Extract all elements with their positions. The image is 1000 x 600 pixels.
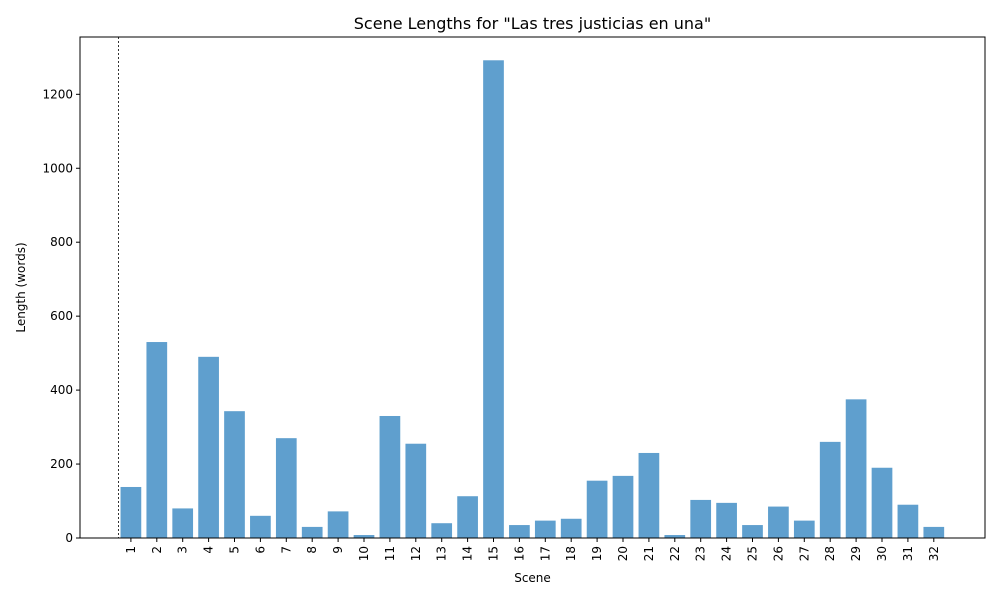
bar-scene-25	[742, 525, 763, 538]
bar-scene-6	[250, 515, 271, 538]
bar-scene-14	[457, 496, 478, 538]
bar-scene-23	[690, 499, 712, 538]
x-tick-label: 27	[797, 546, 811, 561]
bar-scene-8	[301, 526, 323, 538]
x-tick-label: 17	[538, 546, 552, 561]
x-tick-label: 32	[927, 546, 941, 561]
x-tick-label: 13	[435, 546, 449, 561]
x-tick-label: 3	[176, 546, 190, 554]
x-tick-label: 1	[124, 546, 138, 554]
bar-scene-32	[923, 526, 945, 538]
x-tick-label: 11	[383, 546, 397, 561]
x-tick-label: 2	[150, 546, 164, 554]
bar-scene-18	[560, 518, 582, 538]
bar-scene-20	[612, 475, 634, 538]
x-tick-label: 21	[642, 546, 656, 561]
bar-scene-4	[198, 356, 219, 538]
bar-scene-17	[534, 520, 556, 538]
x-tick-label: 25	[746, 546, 760, 561]
x-tick-label: 29	[849, 546, 863, 561]
y-tick-label: 600	[50, 309, 73, 323]
y-axis: 0 200 400 600 800 1000 1200	[42, 87, 80, 545]
bar-scene-1	[120, 486, 142, 538]
x-tick-label: 20	[616, 546, 630, 561]
x-tick-label: 16	[512, 546, 526, 561]
bar-scene-9	[327, 511, 349, 538]
bar-scene-19	[586, 480, 608, 538]
bar-scene-27	[793, 520, 815, 538]
bar-scene-11	[379, 415, 401, 538]
x-tick-label: 10	[357, 546, 371, 561]
bar-scene-2	[146, 342, 168, 538]
y-tick-label: 1000	[42, 161, 73, 175]
bar-scene-21	[638, 452, 660, 538]
x-tick-label: 24	[720, 546, 734, 561]
x-tick-label: 26	[771, 546, 785, 561]
y-tick-label: 400	[50, 383, 73, 397]
chart-title: Scene Lengths for "Las tres justicias en…	[354, 14, 711, 33]
bar-scene-15	[483, 60, 504, 538]
x-tick-label: 23	[694, 546, 708, 561]
bar-scene-30	[871, 467, 893, 538]
axes-frame	[79, 36, 986, 539]
x-tick-label: 31	[901, 546, 915, 561]
bar-scene-13	[431, 523, 453, 538]
y-axis-label: Length (words)	[14, 242, 28, 332]
x-axis-label: Scene	[514, 571, 551, 585]
x-tick-label: 14	[461, 546, 475, 561]
x-tick-label: 6	[253, 546, 267, 554]
bar-scene-3	[172, 508, 194, 538]
y-tick-label: 1200	[42, 87, 73, 101]
x-tick-label: 12	[409, 546, 423, 561]
x-tick-label: 7	[279, 546, 293, 554]
x-tick-label: 4	[202, 546, 216, 554]
x-tick-label: 5	[228, 546, 242, 554]
bar-scene-29	[845, 399, 867, 538]
x-tick-label: 22	[668, 546, 682, 561]
x-tick-label: 8	[305, 546, 319, 554]
x-tick-label: 15	[487, 546, 501, 561]
bars-group	[120, 60, 945, 538]
bar-scene-5	[224, 411, 245, 538]
y-tick-label: 200	[50, 457, 73, 471]
bar-scene-22	[664, 535, 686, 538]
x-tick-label: 19	[590, 546, 604, 561]
bar-scene-26	[768, 506, 789, 538]
y-tick-label: 0	[65, 531, 73, 545]
bar-scene-24	[716, 502, 737, 538]
x-tick-label: 30	[875, 546, 889, 561]
x-tick-label: 28	[823, 546, 837, 561]
y-tick-label: 800	[50, 235, 73, 249]
bar-scene-12	[405, 443, 427, 538]
x-tick-label: 18	[564, 546, 578, 561]
x-tick-label: 9	[331, 546, 345, 554]
bar-scene-10	[353, 535, 375, 538]
bar-scene-7	[275, 438, 297, 538]
bar-scene-28	[819, 441, 841, 538]
x-axis: 1 2 3 4 5 6 7 8 9 10 11 12 13 14 15 16 17 18 19 20 21 22 23 24 2…	[124, 538, 941, 561]
bar-scene-31	[897, 504, 919, 538]
bar-scene-16	[509, 525, 530, 538]
